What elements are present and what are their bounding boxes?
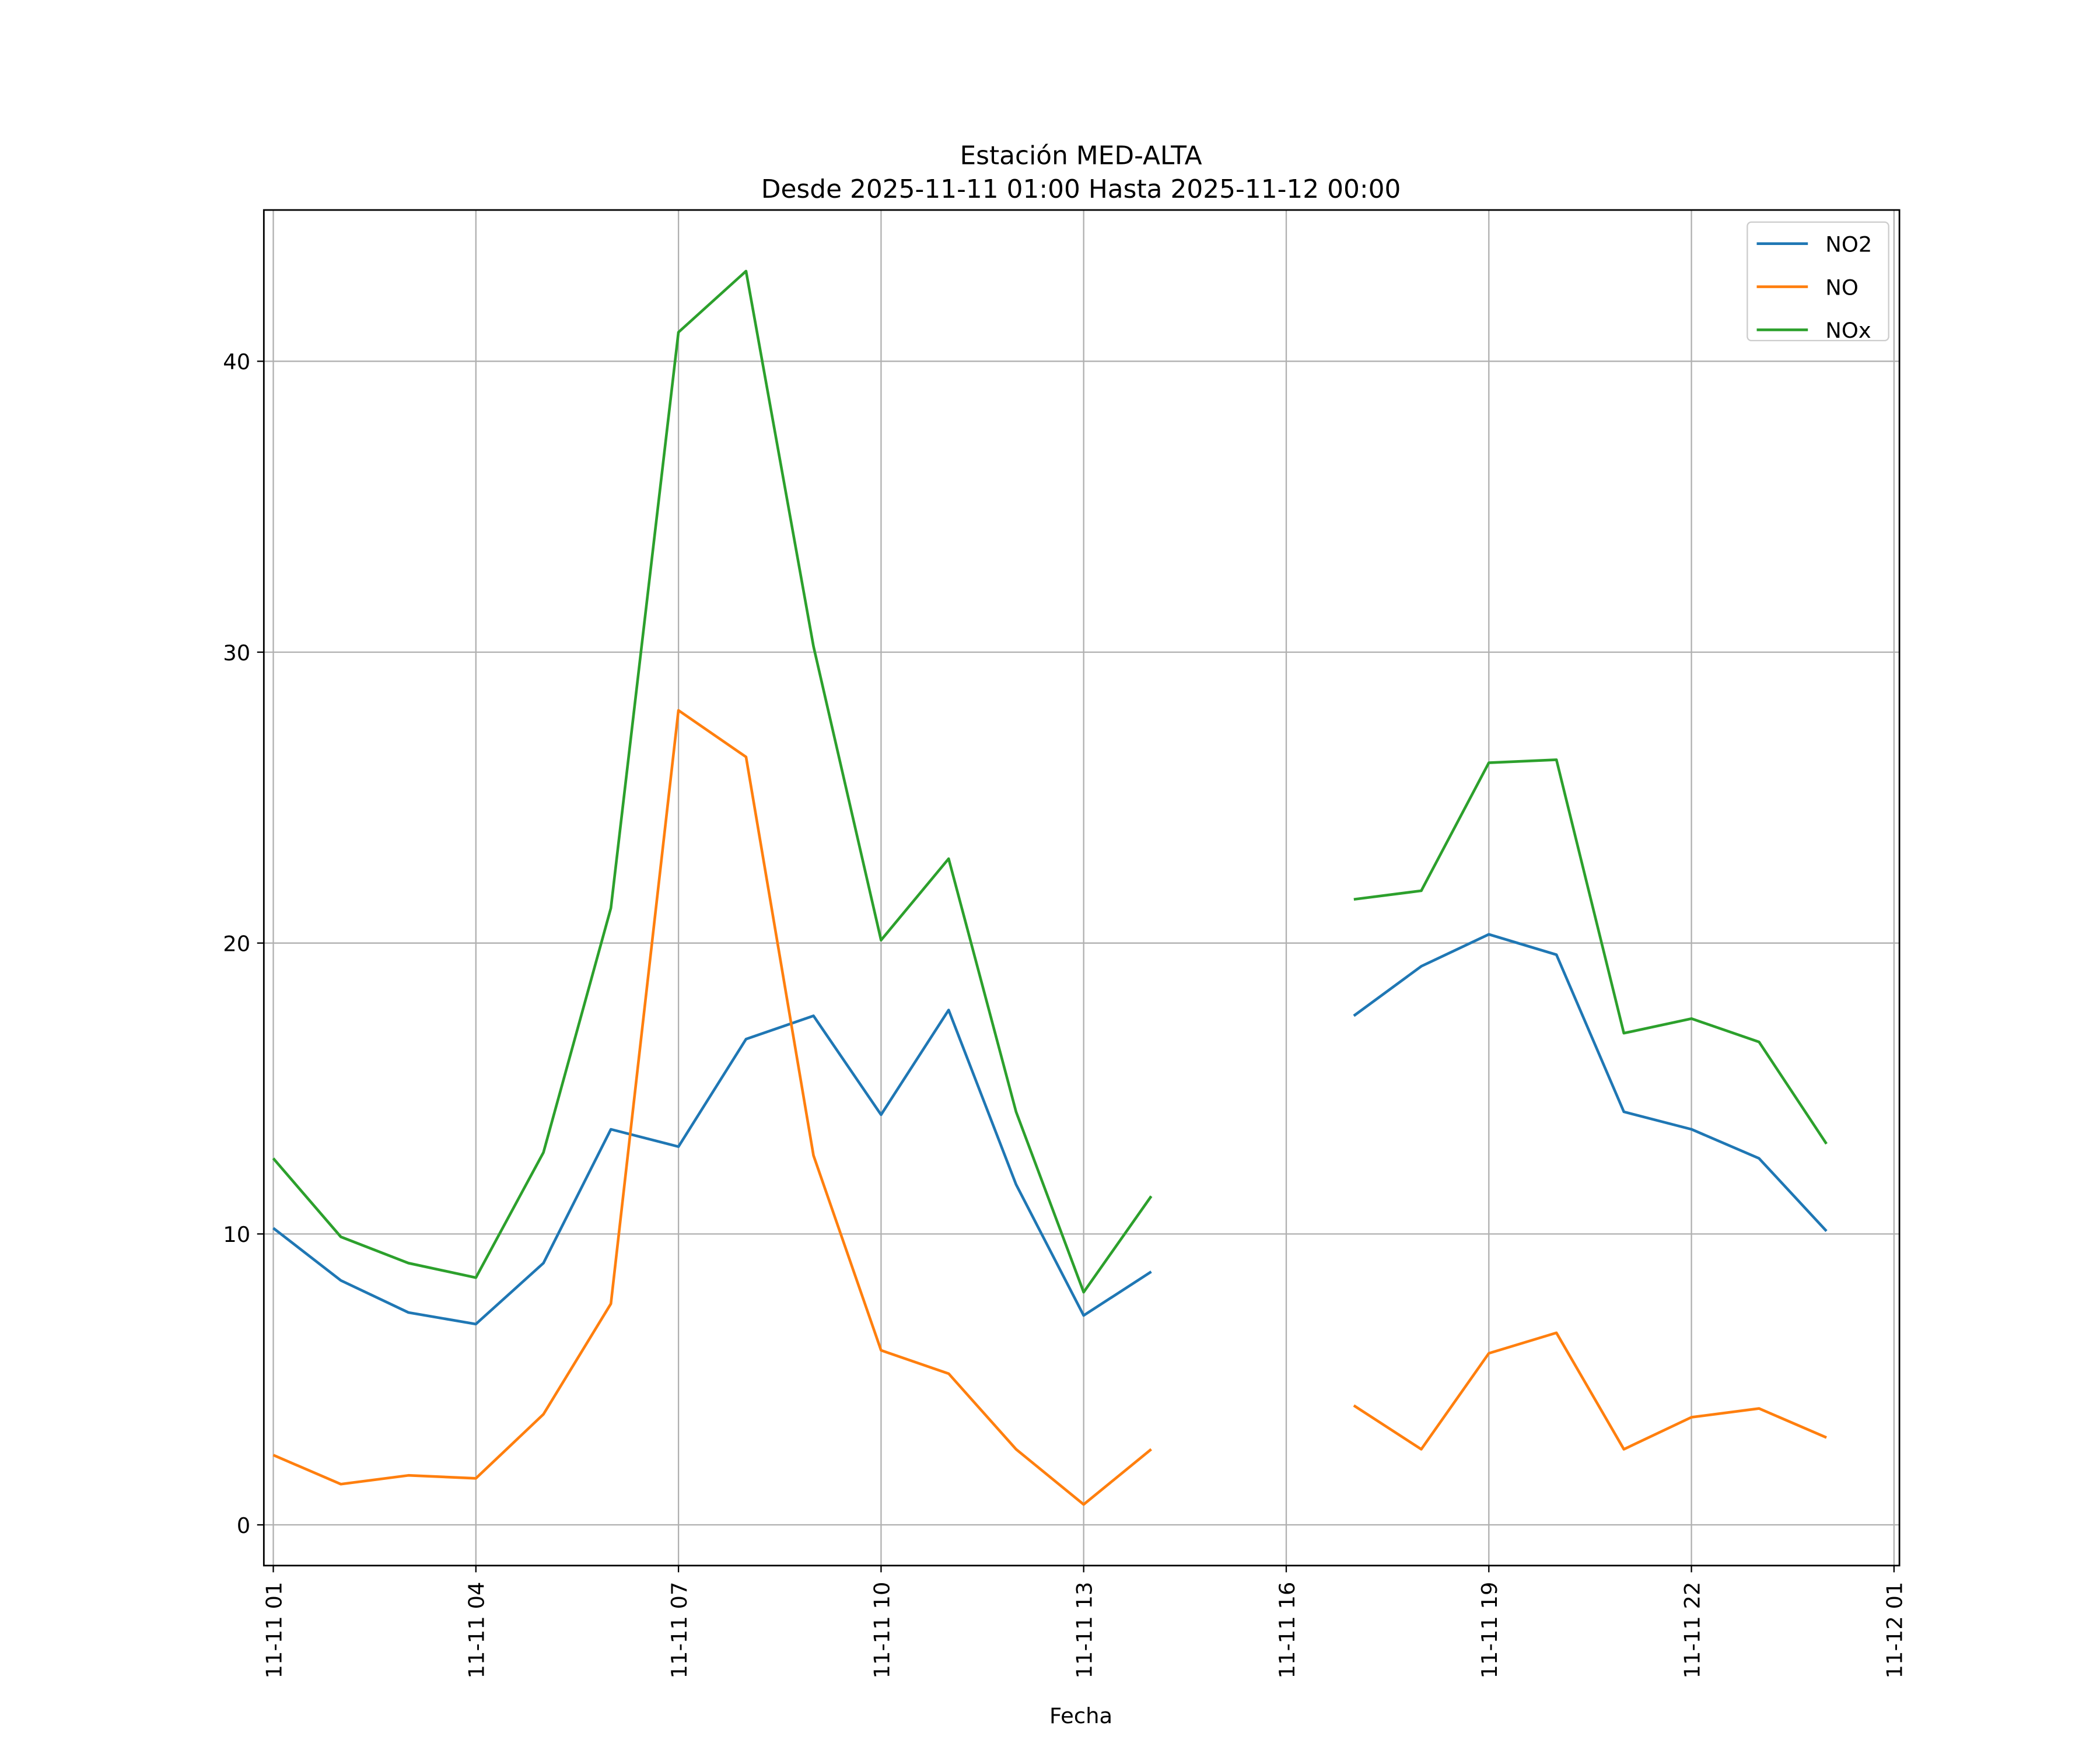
x-tick-label: 11-11 13	[1072, 1582, 1097, 1679]
x-axis-label: Fecha	[1049, 1703, 1112, 1728]
x-tick-label: 11-11 01	[261, 1582, 286, 1679]
legend-label-no2: NO2	[1825, 232, 1872, 257]
legend-label-no: NO	[1825, 275, 1859, 300]
legend-box	[1746, 221, 1889, 341]
y-tick-label: 10	[223, 1222, 250, 1247]
series-line-nox	[272, 270, 1153, 1294]
chart-title: Estación MED-ALTA	[960, 141, 1202, 171]
y-tick-label: 40	[223, 349, 250, 374]
series-line-no	[272, 709, 1152, 1506]
series-line-nox	[1353, 758, 1828, 1145]
series-line-no2	[1353, 933, 1828, 1232]
series-line-no2	[272, 1009, 1152, 1326]
x-tick-label: 11-12 01	[1882, 1582, 1908, 1679]
series-lines	[272, 270, 1828, 1506]
legend: NO2 NO NOx	[1746, 221, 1889, 343]
x-tick-label: 11-11 10	[869, 1582, 894, 1679]
x-tick-label: 11-11 22	[1679, 1582, 1704, 1679]
x-tick-label: 11-11 07	[667, 1582, 692, 1679]
series-line-no	[1353, 1331, 1827, 1451]
y-tick-label: 20	[223, 932, 250, 957]
plot-frame	[262, 209, 1901, 1567]
legend-label-nox: NOx	[1825, 318, 1871, 343]
y-tick-label: 30	[223, 640, 250, 666]
x-tick-label: 11-11 04	[464, 1582, 489, 1679]
grid	[264, 209, 1900, 1566]
x-tick-label: 11-11 16	[1275, 1582, 1300, 1679]
chart-subtitle: Desde 2025-11-11 01:00 Hasta 2025-11-12 …	[761, 174, 1401, 204]
x-tick-label: 11-11 19	[1477, 1582, 1502, 1679]
axis-ticks: 0 10 20 30 40 11-11 01 11-11 04 11-11 07 11-11 1…	[223, 349, 1907, 1678]
y-tick-label: 0	[237, 1513, 250, 1538]
